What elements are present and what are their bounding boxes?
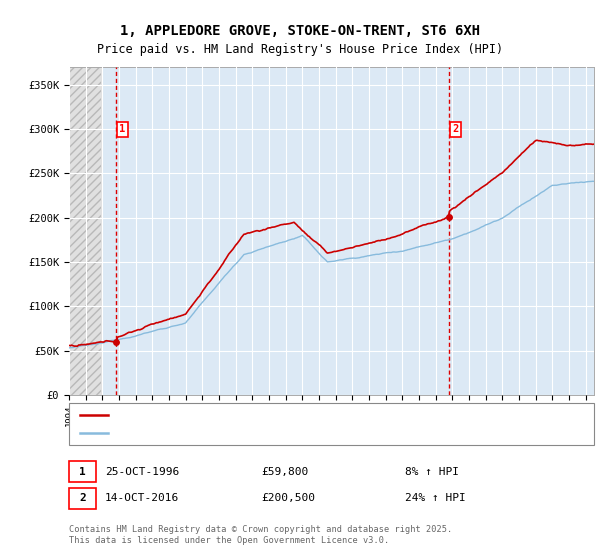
Text: Contains HM Land Registry data © Crown copyright and database right 2025.
This d: Contains HM Land Registry data © Crown c… bbox=[69, 525, 452, 545]
Text: 1: 1 bbox=[119, 124, 125, 134]
Text: £59,800: £59,800 bbox=[261, 466, 308, 477]
Text: HPI: Average price, detached house, Stoke-on-Trent: HPI: Average price, detached house, Stok… bbox=[113, 428, 407, 438]
Text: 1, APPLEDORE GROVE, STOKE-ON-TRENT, ST6 6XH: 1, APPLEDORE GROVE, STOKE-ON-TRENT, ST6 … bbox=[120, 24, 480, 38]
Text: 1, APPLEDORE GROVE, STOKE-ON-TRENT, ST6 6XH (detached house): 1, APPLEDORE GROVE, STOKE-ON-TRENT, ST6 … bbox=[113, 410, 466, 420]
Text: 2: 2 bbox=[452, 124, 458, 134]
Text: £200,500: £200,500 bbox=[261, 493, 315, 503]
Bar bbox=[69, 67, 101, 395]
Text: 24% ↑ HPI: 24% ↑ HPI bbox=[405, 493, 466, 503]
Text: 14-OCT-2016: 14-OCT-2016 bbox=[105, 493, 179, 503]
Text: 8% ↑ HPI: 8% ↑ HPI bbox=[405, 466, 459, 477]
Text: 1: 1 bbox=[79, 466, 86, 477]
Bar bbox=[69, 67, 101, 395]
Text: Price paid vs. HM Land Registry's House Price Index (HPI): Price paid vs. HM Land Registry's House … bbox=[97, 43, 503, 55]
Text: 25-OCT-1996: 25-OCT-1996 bbox=[105, 466, 179, 477]
Text: 2: 2 bbox=[79, 493, 86, 503]
